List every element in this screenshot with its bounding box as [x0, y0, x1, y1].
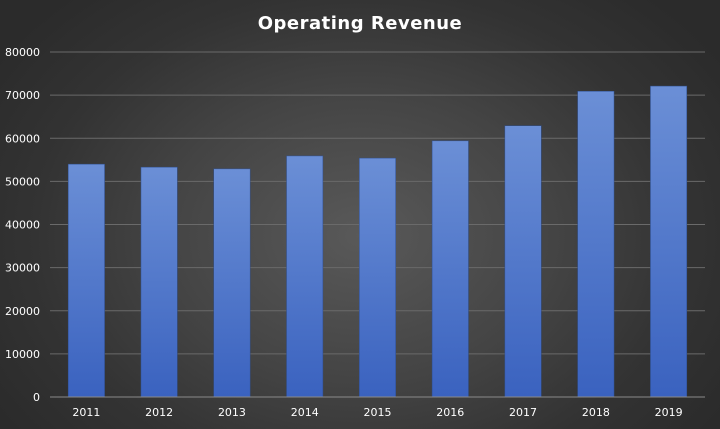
bar-2019 — [650, 85, 688, 398]
x-tick-label: 2019 — [655, 406, 683, 419]
y-tick-label: 80000 — [5, 46, 40, 59]
x-tick-label: 2013 — [218, 406, 246, 419]
y-tick-label: 0 — [33, 391, 40, 404]
x-tick-label: 2015 — [364, 406, 392, 419]
x-tick-label: 2016 — [436, 406, 464, 419]
x-tick-label: 2014 — [291, 406, 319, 419]
bar-2011 — [67, 163, 105, 398]
x-tick-label: 2017 — [509, 406, 537, 419]
y-tick-label: 20000 — [5, 305, 40, 318]
y-axis-ticks: 0 10000 20000 30000 40000 50000 60000 70000 8000… — [5, 46, 40, 404]
x-tick-label: 2018 — [582, 406, 610, 419]
bars — [67, 85, 688, 398]
bar-2016 — [431, 140, 469, 398]
x-tick-label: 2012 — [145, 406, 173, 419]
bar-2012 — [140, 166, 178, 398]
y-tick-label: 60000 — [5, 132, 40, 145]
x-tick-label: 2011 — [72, 406, 100, 419]
y-tick-label: 10000 — [5, 348, 40, 361]
bar-2018 — [577, 90, 615, 398]
bar-2013 — [213, 168, 251, 398]
bar-2015 — [359, 157, 396, 398]
bar-2017 — [504, 125, 542, 398]
y-tick-label: 30000 — [5, 262, 40, 275]
x-axis-ticks: 2011 2012 2013 2014 2015 2016 2017 2018 2019 — [72, 406, 682, 419]
y-tick-label: 50000 — [5, 175, 40, 188]
y-tick-label: 40000 — [5, 219, 40, 232]
y-tick-label: 70000 — [5, 89, 40, 102]
bar-2014 — [286, 155, 324, 398]
chart-title: Operating Revenue — [258, 13, 463, 34]
